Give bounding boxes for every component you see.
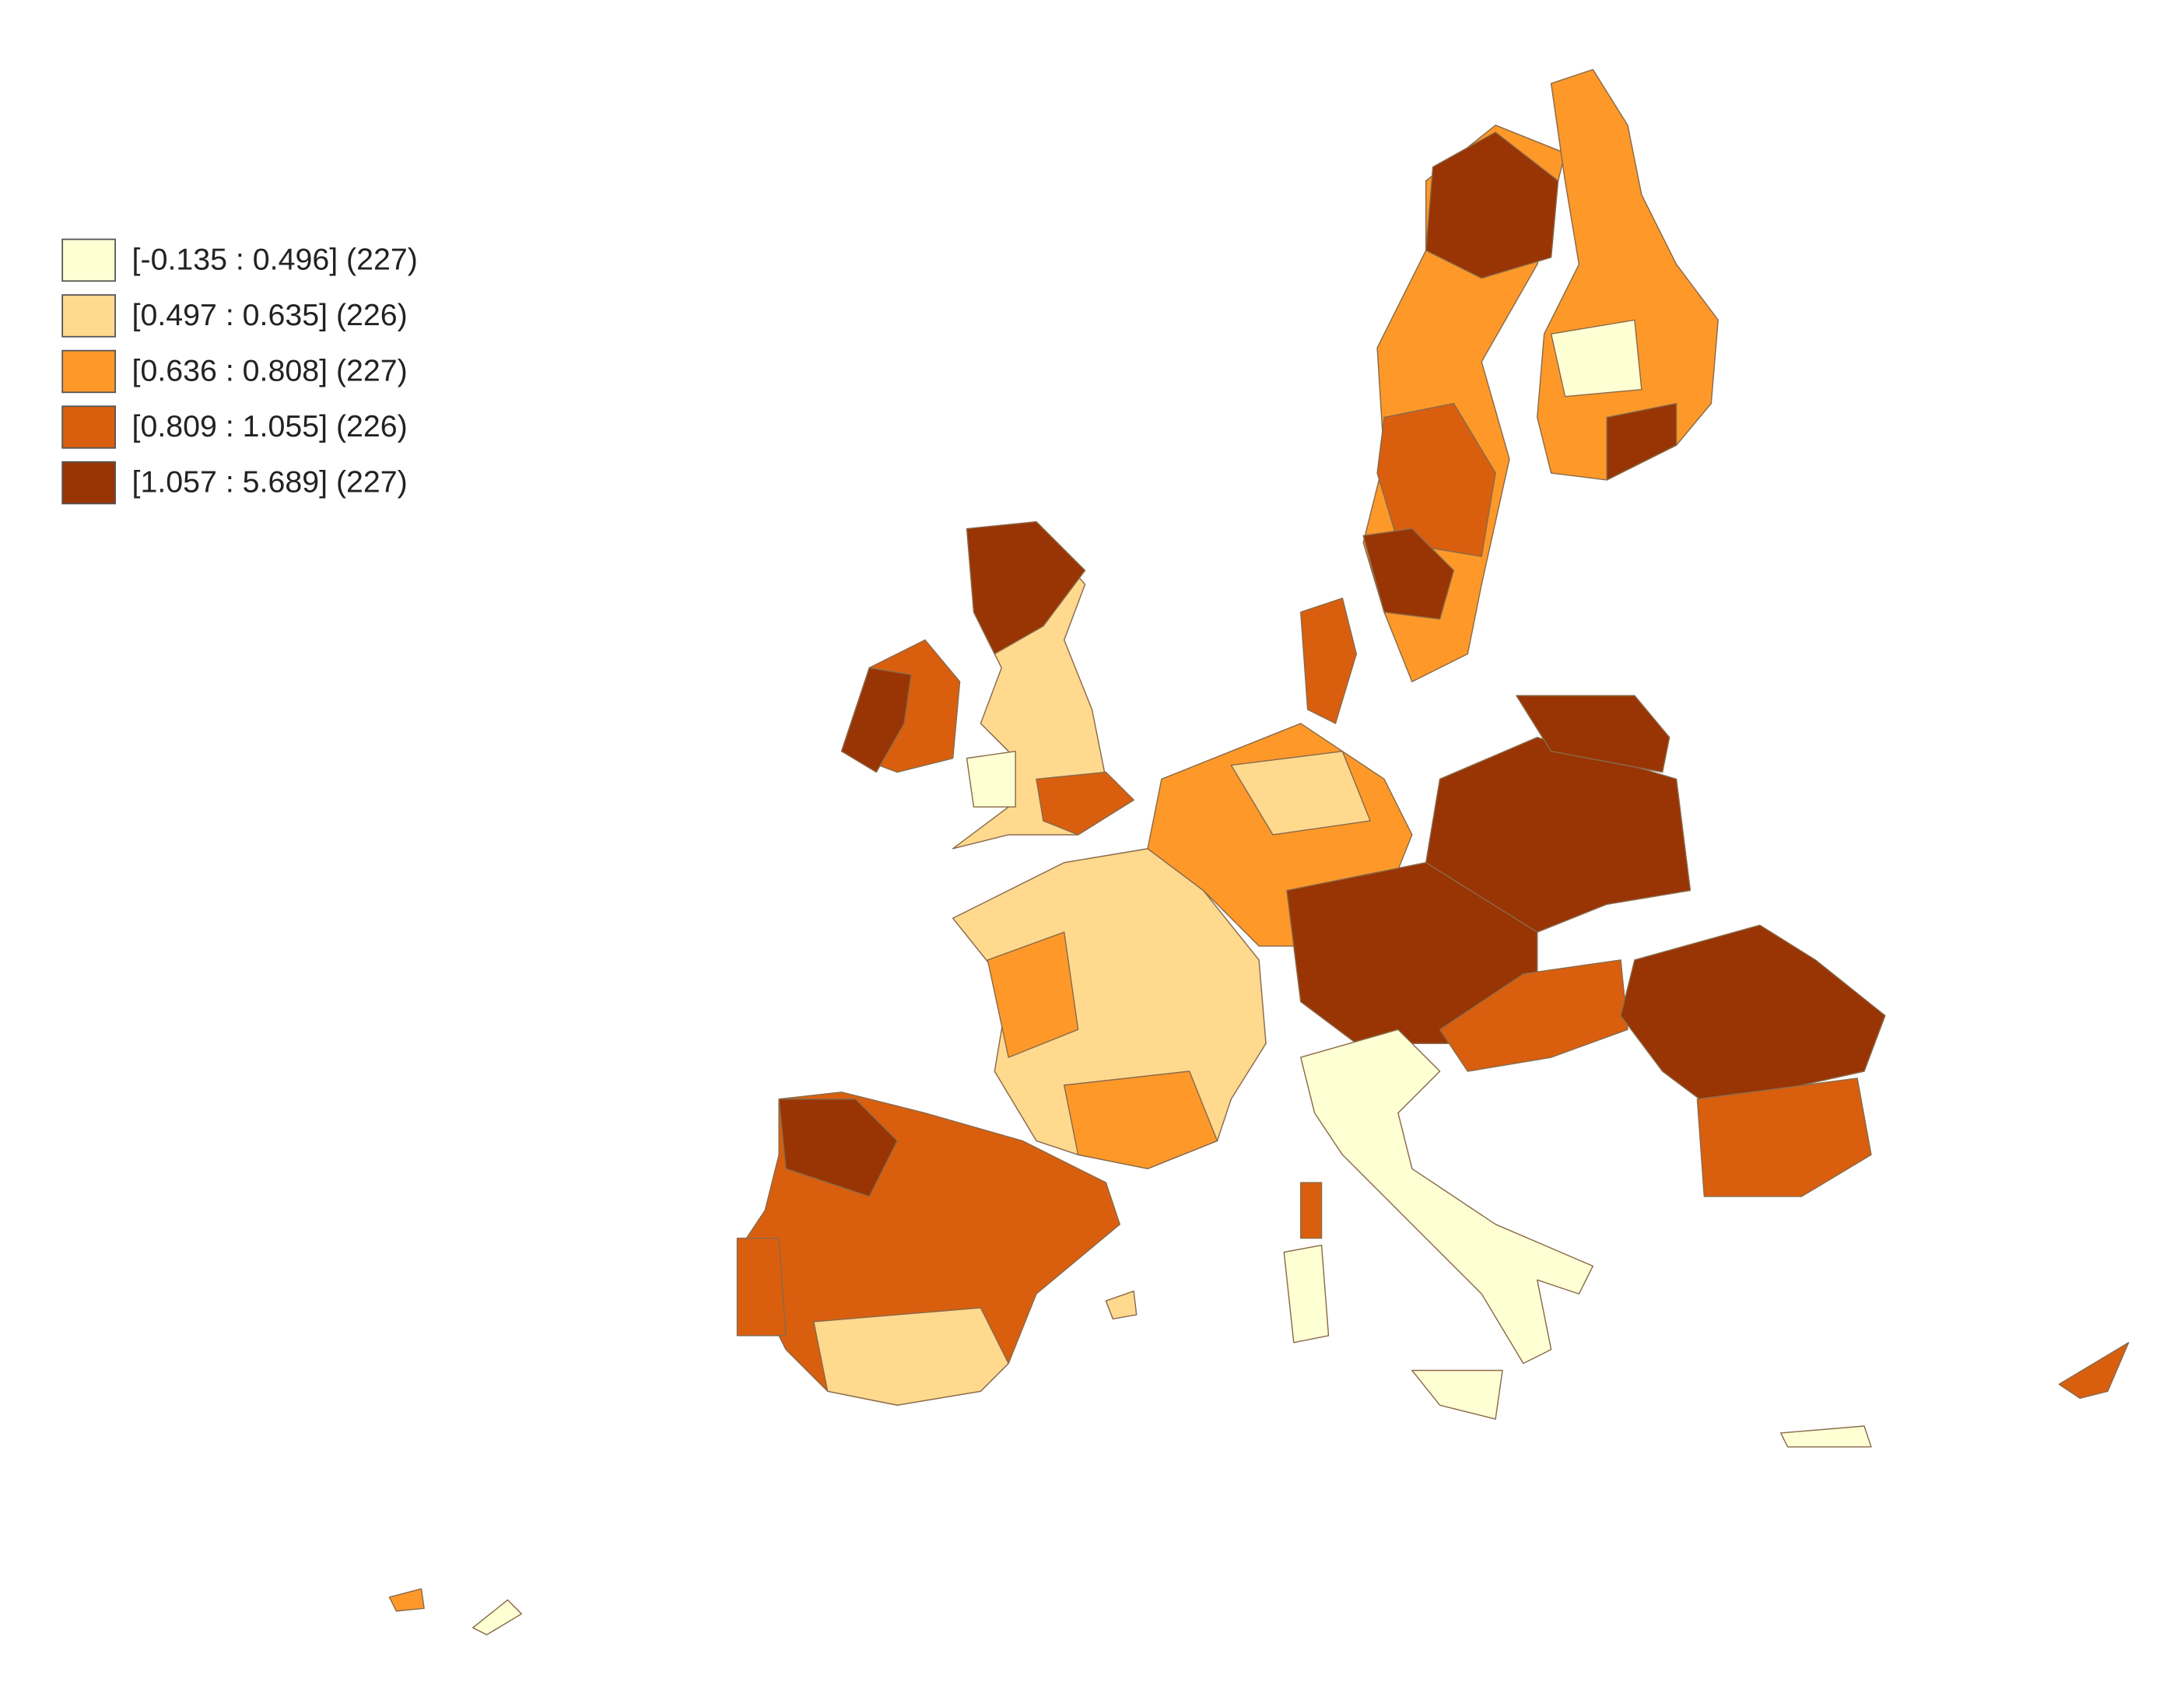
legend: [-0.135 : 0.496] (227) [0.497 : 0.635] (2… <box>61 238 418 505</box>
cyprus <box>2058 1341 2130 1399</box>
sweden-south <box>1362 527 1455 620</box>
portugal <box>736 1237 787 1337</box>
romania <box>1620 924 1886 1114</box>
finland-west <box>1550 319 1642 398</box>
spain-northwest <box>778 1099 898 1197</box>
legend-swatch <box>61 461 117 505</box>
regions <box>388 68 2130 1635</box>
legend-swatch <box>61 294 117 338</box>
italy <box>1300 1028 1594 1365</box>
legend-label: [1.057 : 5.689] (227) <box>132 465 408 499</box>
legend-label: [0.809 : 1.055] (226) <box>132 409 408 443</box>
legend-swatch <box>61 349 117 394</box>
ireland-west <box>840 667 912 773</box>
spain-south <box>813 1307 1009 1406</box>
wales <box>966 750 1016 808</box>
germany-north <box>1230 750 1371 836</box>
sardinia <box>1283 1244 1330 1344</box>
canary-east <box>388 1588 425 1612</box>
canary <box>472 1599 523 1635</box>
sweden-middle <box>1376 402 1496 558</box>
legend-label: [-0.135 : 0.496] (227) <box>132 243 418 277</box>
finland-south <box>1606 402 1677 481</box>
hungary-croatia <box>1439 959 1628 1072</box>
bulgaria <box>1696 1078 1872 1197</box>
crete <box>1779 1425 1872 1448</box>
baltics <box>1516 695 1670 773</box>
legend-swatch <box>61 238 117 282</box>
corsica <box>1300 1182 1323 1239</box>
legend-label: [0.636 : 0.808] (227) <box>132 354 408 388</box>
france-west <box>987 931 1079 1058</box>
denmark <box>1300 597 1357 724</box>
france-south <box>1064 1071 1218 1169</box>
scotland <box>966 520 1086 655</box>
sweden-north <box>1425 131 1559 279</box>
balearic <box>1105 1290 1138 1320</box>
sicily <box>1411 1369 1503 1420</box>
legend-label: [0.497 : 0.635] (226) <box>132 298 408 332</box>
legend-swatch <box>61 405 117 449</box>
england-southeast <box>1036 771 1134 836</box>
